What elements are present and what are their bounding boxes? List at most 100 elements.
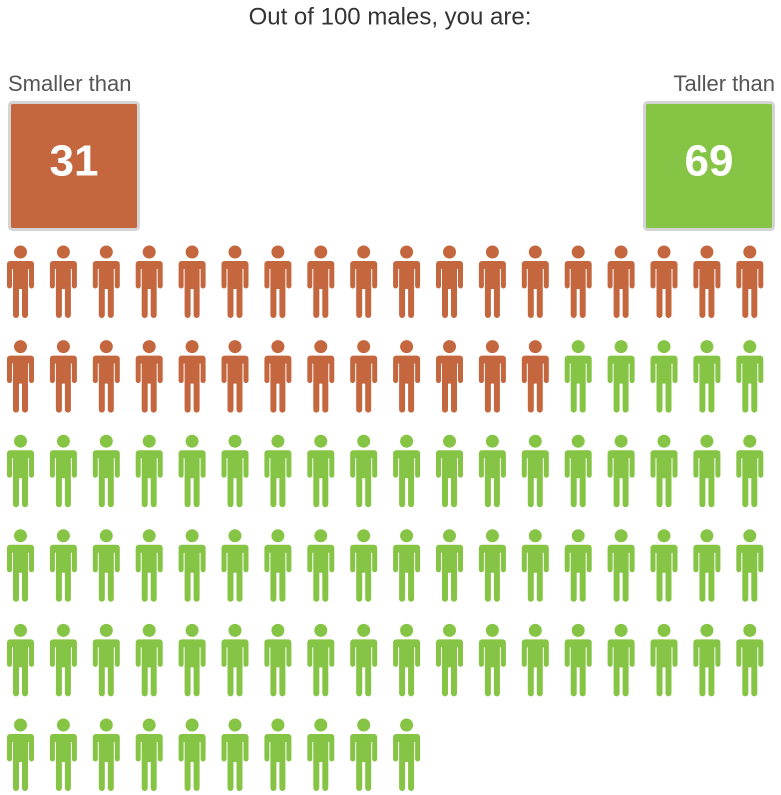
icon-body xyxy=(693,544,721,602)
icon-body xyxy=(307,544,335,602)
chart-title: Out of 100 males, you are: xyxy=(249,3,532,30)
icon-body xyxy=(178,355,206,413)
person-icon xyxy=(221,623,249,697)
person-icon xyxy=(7,718,34,791)
icon-head xyxy=(400,245,414,259)
icon-body xyxy=(264,261,292,318)
icon-body xyxy=(221,734,249,791)
person-icon xyxy=(393,718,421,791)
person-icon xyxy=(7,434,34,508)
icon-body xyxy=(307,450,335,508)
icon-head xyxy=(228,718,242,732)
icon-body xyxy=(521,639,549,697)
icon-body xyxy=(478,544,506,602)
value-label: 31 xyxy=(50,137,99,186)
person-icon xyxy=(478,245,506,318)
person-icon xyxy=(49,623,77,697)
icon-head xyxy=(56,434,70,448)
person-icon xyxy=(264,623,292,697)
person-icon xyxy=(693,623,721,697)
icon-head xyxy=(142,340,156,354)
legend-label: Smaller than xyxy=(8,71,132,96)
icon-head xyxy=(185,245,199,259)
icon-body xyxy=(436,261,463,318)
icon-body xyxy=(7,734,34,791)
icon-body xyxy=(7,355,34,413)
value-box xyxy=(643,101,775,231)
person-icon xyxy=(393,340,421,413)
person-icon xyxy=(307,718,335,791)
person-icon xyxy=(307,340,335,413)
icon-head xyxy=(485,434,499,448)
icon-body xyxy=(436,355,463,413)
icon-body xyxy=(650,450,678,508)
person-icon xyxy=(607,245,635,318)
person-icon xyxy=(478,623,506,697)
person-icon xyxy=(693,245,721,318)
icon-body xyxy=(350,261,378,318)
icon-head xyxy=(185,340,199,354)
person-icon xyxy=(178,245,206,318)
icon-head xyxy=(142,718,156,732)
icon-head xyxy=(99,340,113,354)
icon-body xyxy=(350,639,378,697)
icon-head xyxy=(14,623,27,637)
person-icon xyxy=(135,340,163,413)
person-icon xyxy=(650,529,678,602)
person-icon xyxy=(49,434,77,508)
icon-head xyxy=(357,718,371,732)
person-icon xyxy=(393,529,421,602)
icon-body xyxy=(607,355,635,413)
icon-head xyxy=(614,434,628,448)
icon-head xyxy=(357,340,371,354)
person-icon xyxy=(736,245,764,318)
person-icon xyxy=(736,623,764,697)
icon-head xyxy=(443,623,456,637)
icon-body xyxy=(607,261,635,318)
icon-body xyxy=(393,544,421,602)
person-icon xyxy=(564,245,592,318)
person-icon xyxy=(521,623,549,697)
icon-body xyxy=(564,450,592,508)
icon-head xyxy=(228,623,242,637)
icon-body xyxy=(393,734,421,791)
person-icon xyxy=(478,529,506,602)
icon-body xyxy=(135,355,163,413)
icon-head xyxy=(142,529,156,543)
icon-body xyxy=(564,544,592,602)
person-icon xyxy=(221,245,249,318)
person-icon xyxy=(607,623,635,697)
person-icon xyxy=(436,245,463,318)
icon-body xyxy=(478,261,506,318)
icon-head xyxy=(228,434,242,448)
icon-body xyxy=(521,261,549,318)
icon-body xyxy=(92,544,120,602)
person-icon xyxy=(264,245,292,318)
icon-body xyxy=(521,450,549,508)
icon-body xyxy=(393,261,421,318)
person-icon xyxy=(92,434,120,508)
icon-body xyxy=(49,544,77,602)
icon-head xyxy=(571,245,585,259)
icon-head xyxy=(700,340,714,354)
person-icon xyxy=(49,529,77,602)
icon-body xyxy=(92,639,120,697)
icon-head xyxy=(657,623,671,637)
icon-body xyxy=(478,450,506,508)
icon-head xyxy=(142,623,156,637)
icon-head xyxy=(743,340,757,354)
icon-head xyxy=(571,623,585,637)
icon-body xyxy=(521,544,549,602)
icon-body xyxy=(307,261,335,318)
icon-head xyxy=(614,340,628,354)
person-icon xyxy=(521,529,549,602)
icon-head xyxy=(185,434,199,448)
icon-body xyxy=(436,450,463,508)
icon-body xyxy=(135,544,163,602)
value-box xyxy=(8,101,140,231)
icon-head xyxy=(14,245,27,259)
icon-body xyxy=(607,450,635,508)
icon-head xyxy=(271,340,285,354)
icon-head xyxy=(228,245,242,259)
